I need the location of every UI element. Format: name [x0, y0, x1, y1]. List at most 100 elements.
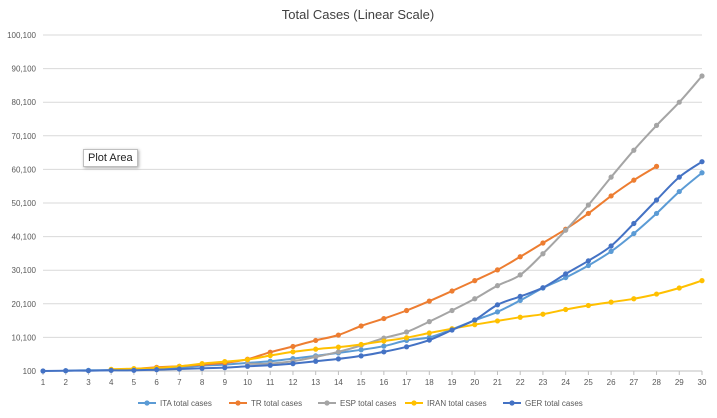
y-tick-label: 30,100	[12, 266, 37, 275]
data-point	[563, 227, 569, 233]
data-point	[403, 329, 410, 335]
data-point	[199, 365, 205, 371]
legend-entry: ITA total cases	[138, 399, 212, 408]
data-point	[244, 356, 251, 363]
data-point	[40, 368, 46, 374]
y-tick-label: 80,100	[12, 98, 37, 107]
x-tick-label: 17	[402, 378, 411, 387]
legend-swatch-marker	[144, 400, 150, 406]
data-point	[517, 314, 523, 320]
data-point	[494, 267, 501, 273]
legend-entry: GER total cases	[503, 399, 583, 408]
series-line	[42, 160, 703, 372]
x-tick-label: 18	[425, 378, 434, 387]
data-point	[585, 210, 591, 217]
data-point	[381, 343, 387, 349]
data-point	[653, 291, 660, 297]
x-tick-label: 8	[200, 378, 205, 387]
plot-area-tooltip: Plot Area	[83, 149, 138, 167]
data-point	[472, 317, 478, 323]
data-point	[267, 362, 273, 368]
x-tick-label: 20	[470, 378, 479, 387]
data-point	[540, 240, 546, 246]
x-tick-label: 29	[675, 378, 684, 387]
data-point	[699, 159, 705, 165]
data-point	[85, 368, 92, 374]
x-tick-label: 19	[448, 378, 457, 387]
data-point	[494, 318, 501, 324]
data-point	[472, 278, 478, 284]
legend-label: GER total cases	[525, 399, 583, 408]
data-point	[540, 285, 546, 291]
data-point	[631, 296, 637, 302]
data-point	[540, 311, 546, 317]
data-point	[381, 315, 387, 322]
data-point	[176, 366, 182, 372]
data-point	[653, 163, 660, 169]
data-point	[699, 73, 705, 79]
x-tick-label: 24	[561, 378, 570, 387]
data-point	[608, 248, 614, 254]
data-point	[335, 332, 342, 338]
y-tick-label: 40,100	[12, 233, 37, 242]
data-point	[449, 327, 455, 333]
data-point	[494, 309, 501, 315]
data-point	[313, 358, 319, 364]
x-tick-label: 6	[154, 378, 159, 387]
data-point	[335, 356, 342, 362]
data-point	[63, 368, 69, 374]
data-point	[313, 354, 319, 360]
legend-entry: ESP total cases	[318, 399, 396, 408]
data-point	[426, 330, 432, 336]
data-point	[381, 349, 387, 355]
x-tick-label: 26	[607, 378, 616, 387]
x-tick-label: 10	[243, 378, 252, 387]
y-tick-label: 100,100	[7, 31, 36, 40]
x-tick-label: 28	[652, 378, 661, 387]
legend-swatch-marker	[324, 400, 330, 406]
data-point	[403, 344, 410, 350]
data-point	[199, 361, 205, 367]
x-tick-label: 30	[698, 378, 707, 387]
x-axis: 1 2 3 4 5 6 7 8 9 10 11 12 13 14 15 16 17 18 19 20 21 22 23 24 2…	[41, 371, 707, 387]
y-tick-label: 60,100	[12, 165, 37, 174]
data-point	[335, 344, 342, 350]
data-point	[358, 341, 364, 348]
data-point	[403, 335, 410, 341]
data-point	[631, 177, 637, 183]
series-lines	[40, 73, 705, 374]
data-point	[676, 285, 682, 291]
x-tick-label: 15	[357, 378, 366, 387]
data-point	[494, 283, 501, 289]
x-tick-label: 23	[538, 378, 547, 387]
data-point	[517, 272, 523, 278]
x-tick-label: 12	[289, 378, 298, 387]
data-point	[563, 306, 569, 313]
data-point	[472, 296, 478, 302]
data-point	[335, 349, 342, 355]
x-tick-label: 9	[223, 378, 228, 387]
data-point	[244, 363, 251, 369]
legend-label: IRAN total cases	[427, 399, 487, 408]
x-tick-label: 25	[584, 378, 593, 387]
data-point	[540, 251, 546, 257]
x-tick-label: 3	[86, 378, 91, 387]
data-point	[585, 258, 591, 264]
data-point	[267, 352, 273, 359]
data-point	[358, 353, 364, 359]
x-tick-label: 22	[516, 378, 525, 387]
legend-label: ESP total cases	[340, 399, 396, 408]
y-tick-label: 10,100	[12, 333, 37, 342]
data-point	[290, 349, 296, 355]
x-tick-label: 14	[334, 378, 343, 387]
chart-title: Total Cases (Linear Scale)	[282, 7, 434, 22]
data-point	[608, 174, 614, 180]
data-point	[653, 122, 660, 128]
data-point	[449, 307, 455, 314]
data-point	[222, 358, 228, 365]
series-ger-total-cases	[40, 159, 705, 374]
x-tick-label: 5	[132, 378, 137, 387]
x-tick-label: 4	[109, 378, 114, 387]
data-point	[290, 343, 296, 350]
data-point	[426, 298, 432, 304]
